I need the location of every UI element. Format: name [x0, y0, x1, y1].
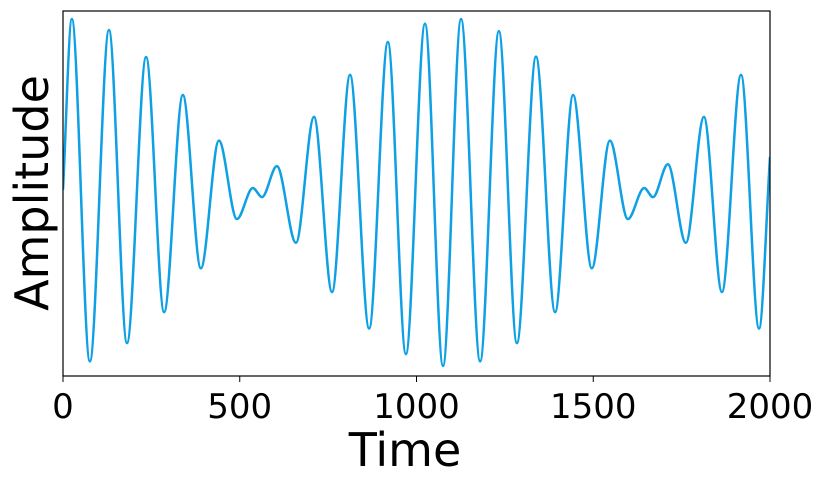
- line: [63, 17, 770, 368]
- x-tick-label: 1000: [373, 387, 460, 427]
- y-axis-label: Amplitude: [5, 75, 59, 311]
- x-axis-label: Time: [348, 423, 462, 477]
- x-tick-label: 0: [52, 387, 74, 427]
- x-tick-label: 2000: [727, 387, 814, 427]
- x-tick-label: 500: [207, 387, 272, 427]
- x-tick-label: 1500: [550, 387, 637, 427]
- plot-frame: [62, 10, 771, 377]
